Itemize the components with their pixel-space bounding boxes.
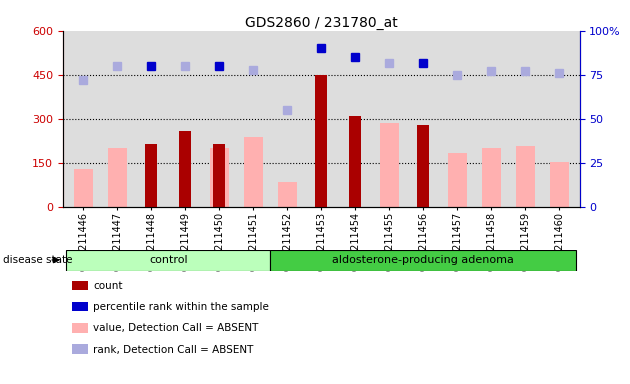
Bar xyxy=(550,162,568,207)
Bar xyxy=(214,144,226,207)
Bar xyxy=(270,250,576,271)
Text: control: control xyxy=(149,255,188,265)
Bar xyxy=(316,75,327,207)
Bar xyxy=(146,144,158,207)
Bar xyxy=(244,137,263,207)
Bar xyxy=(380,123,399,207)
Bar xyxy=(350,116,361,207)
Bar xyxy=(66,250,270,271)
Text: rank, Detection Call = ABSENT: rank, Detection Call = ABSENT xyxy=(93,344,254,354)
Bar xyxy=(482,149,501,207)
Text: count: count xyxy=(93,281,123,291)
Bar xyxy=(278,182,297,207)
Bar xyxy=(210,149,229,207)
Bar xyxy=(108,149,127,207)
Bar xyxy=(74,169,93,207)
Text: disease state: disease state xyxy=(3,255,72,265)
Text: value, Detection Call = ABSENT: value, Detection Call = ABSENT xyxy=(93,323,259,333)
Bar xyxy=(180,131,192,207)
Title: GDS2860 / 231780_at: GDS2860 / 231780_at xyxy=(245,16,398,30)
Bar xyxy=(516,146,535,207)
Text: percentile rank within the sample: percentile rank within the sample xyxy=(93,302,269,312)
Bar xyxy=(448,153,467,207)
Bar xyxy=(417,125,429,207)
Text: aldosterone-producing adenoma: aldosterone-producing adenoma xyxy=(332,255,514,265)
